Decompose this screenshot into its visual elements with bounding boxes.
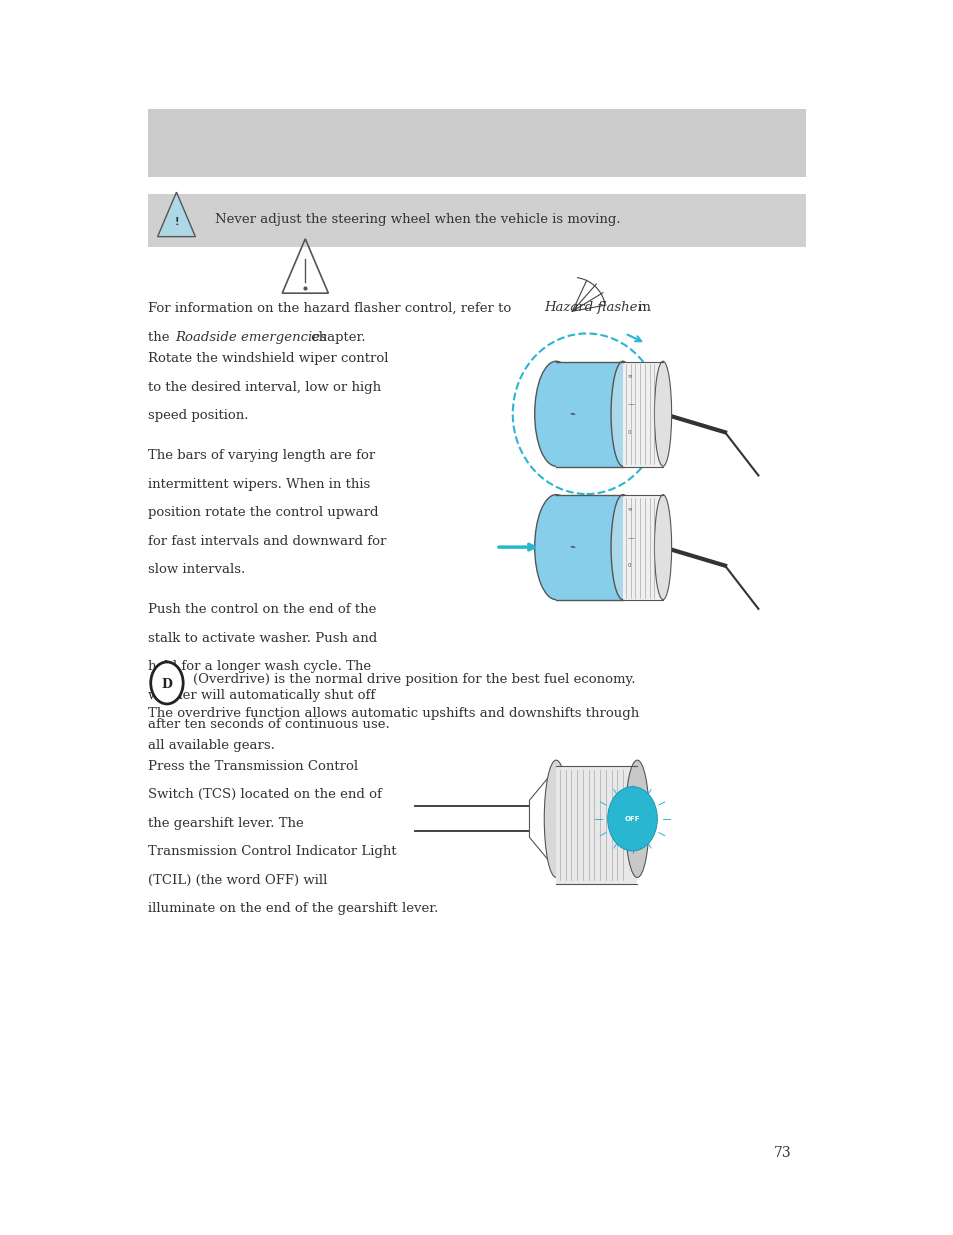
Ellipse shape [624, 760, 648, 877]
FancyBboxPatch shape [148, 109, 805, 177]
Text: !: ! [174, 217, 178, 227]
Text: intermittent wipers. When in this: intermittent wipers. When in this [148, 478, 370, 490]
Text: ⌁: ⌁ [569, 409, 575, 419]
FancyBboxPatch shape [622, 362, 662, 467]
FancyBboxPatch shape [148, 194, 805, 247]
Circle shape [151, 662, 183, 704]
Text: chapter.: chapter. [307, 331, 365, 345]
Text: Switch (TCS) located on the end of: Switch (TCS) located on the end of [148, 788, 381, 802]
Text: Never adjust the steering wheel when the vehicle is moving.: Never adjust the steering wheel when the… [214, 214, 619, 226]
Text: —: — [627, 535, 634, 541]
FancyBboxPatch shape [556, 766, 637, 884]
Ellipse shape [654, 361, 671, 466]
Text: the gearshift lever. The: the gearshift lever. The [148, 816, 303, 830]
Text: Hazard flasher: Hazard flasher [543, 301, 643, 315]
Ellipse shape [534, 361, 577, 466]
FancyBboxPatch shape [622, 495, 662, 600]
Text: Transmission Control Indicator Light: Transmission Control Indicator Light [148, 845, 396, 858]
Text: ∞: ∞ [627, 506, 632, 511]
Text: after ten seconds of continuous use.: after ten seconds of continuous use. [148, 718, 389, 731]
Text: OFF: OFF [624, 816, 639, 821]
Text: speed position.: speed position. [148, 409, 248, 422]
Ellipse shape [611, 494, 635, 599]
Text: (Overdrive) is the normal drive position for the best fuel economy.: (Overdrive) is the normal drive position… [193, 673, 635, 687]
Ellipse shape [611, 361, 635, 466]
Text: to the desired interval, low or high: to the desired interval, low or high [148, 380, 380, 394]
Text: 0: 0 [627, 563, 631, 568]
FancyBboxPatch shape [556, 495, 622, 600]
Polygon shape [529, 766, 558, 872]
Text: slow intervals.: slow intervals. [148, 563, 245, 577]
Text: (TCIL) (the word OFF) will: (TCIL) (the word OFF) will [148, 874, 327, 887]
Text: stalk to activate washer. Push and: stalk to activate washer. Push and [148, 632, 376, 645]
Text: The overdrive function allows automatic upshifts and downshifts through: The overdrive function allows automatic … [148, 708, 639, 720]
Text: Roadside emergencies: Roadside emergencies [175, 331, 327, 345]
Polygon shape [157, 193, 195, 237]
Text: For information on the hazard flasher control, refer to: For information on the hazard flasher co… [148, 301, 515, 315]
Text: ∞: ∞ [627, 373, 632, 378]
Text: Press the Transmission Control: Press the Transmission Control [148, 760, 357, 773]
FancyBboxPatch shape [556, 362, 622, 467]
Text: 0: 0 [627, 430, 631, 435]
Ellipse shape [543, 760, 567, 877]
Text: —: — [627, 401, 634, 408]
Text: ⌁: ⌁ [569, 542, 575, 552]
Text: the: the [148, 331, 173, 345]
Ellipse shape [534, 494, 577, 599]
Text: position rotate the control upward: position rotate the control upward [148, 506, 378, 519]
Text: all available gears.: all available gears. [148, 740, 274, 752]
Text: Rotate the windshield wiper control: Rotate the windshield wiper control [148, 352, 388, 366]
Text: 73: 73 [774, 1146, 791, 1160]
Text: D: D [161, 678, 172, 690]
Text: washer will automatically shut off: washer will automatically shut off [148, 689, 375, 701]
Text: in: in [634, 301, 651, 315]
Text: Push the control on the end of the: Push the control on the end of the [148, 603, 375, 616]
Ellipse shape [654, 494, 671, 599]
Text: for fast intervals and downward for: for fast intervals and downward for [148, 535, 386, 548]
Text: hold for a longer wash cycle. The: hold for a longer wash cycle. The [148, 661, 371, 673]
Text: The bars of varying length are for: The bars of varying length are for [148, 450, 375, 462]
Circle shape [607, 787, 657, 851]
Text: illuminate on the end of the gearshift lever.: illuminate on the end of the gearshift l… [148, 903, 437, 915]
